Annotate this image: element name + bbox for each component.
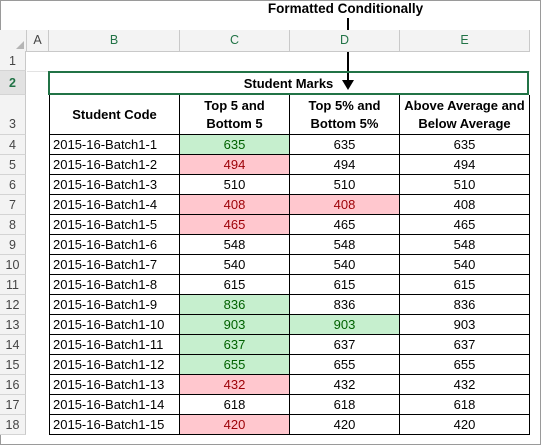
cell-top5-bottom5[interactable]: 494 bbox=[180, 155, 290, 175]
cell-top5-bottom5[interactable]: 432 bbox=[180, 375, 290, 395]
column-header-e[interactable]: E bbox=[400, 30, 530, 51]
cell-top5pct-bottom5pct[interactable]: 635 bbox=[290, 135, 400, 155]
column-header-row: A B C D E bbox=[0, 30, 530, 52]
cell-top5-bottom5[interactable]: 635 bbox=[180, 135, 290, 155]
cell-top5-bottom5[interactable]: 420 bbox=[180, 415, 290, 435]
row-header[interactable]: 5 bbox=[0, 155, 26, 175]
callout-label: Formatted Conditionally bbox=[267, 1, 424, 16]
row-header[interactable]: 9 bbox=[0, 235, 26, 255]
cell-top5pct-bottom5pct[interactable]: 494 bbox=[290, 155, 400, 175]
cell-top5pct-bottom5pct[interactable]: 408 bbox=[290, 195, 400, 215]
cell-top5-bottom5[interactable]: 637 bbox=[180, 335, 290, 355]
cell-top5pct-bottom5pct[interactable]: 637 bbox=[290, 335, 400, 355]
header-top5-bottom5[interactable]: Top 5 and Bottom 5 bbox=[180, 95, 290, 135]
cell-top5pct-bottom5pct[interactable]: 540 bbox=[290, 255, 400, 275]
cell-top5pct-bottom5pct[interactable]: 836 bbox=[290, 295, 400, 315]
empty-row-1[interactable] bbox=[27, 51, 530, 72]
row-header[interactable]: 6 bbox=[0, 175, 26, 195]
row-header[interactable]: 8 bbox=[0, 215, 26, 235]
row-header[interactable]: 17 bbox=[0, 395, 26, 415]
row-header[interactable]: 18 bbox=[0, 415, 26, 435]
header-above-below-average[interactable]: Above Average and Below Average bbox=[400, 95, 530, 135]
cell-top5-bottom5[interactable]: 540 bbox=[180, 255, 290, 275]
cell-top5-bottom5[interactable]: 618 bbox=[180, 395, 290, 415]
column-header-b[interactable]: B bbox=[49, 30, 180, 51]
cell-student-code[interactable]: 2015-16-Batch1-5 bbox=[49, 215, 180, 235]
cell-above-below-average[interactable]: 637 bbox=[400, 335, 530, 355]
cell-top5pct-bottom5pct[interactable]: 420 bbox=[290, 415, 400, 435]
cell-student-code[interactable]: 2015-16-Batch1-1 bbox=[49, 135, 180, 155]
cell-top5-bottom5[interactable]: 510 bbox=[180, 175, 290, 195]
cell-top5-bottom5[interactable]: 836 bbox=[180, 295, 290, 315]
cell-top5pct-bottom5pct[interactable]: 465 bbox=[290, 215, 400, 235]
row-header[interactable]: 4 bbox=[0, 135, 26, 155]
row-header[interactable]: 11 bbox=[0, 275, 26, 295]
cell-top5pct-bottom5pct[interactable]: 432 bbox=[290, 375, 400, 395]
cell-student-code[interactable]: 2015-16-Batch1-9 bbox=[49, 295, 180, 315]
cell-top5-bottom5[interactable]: 465 bbox=[180, 215, 290, 235]
cell-top5-bottom5[interactable]: 548 bbox=[180, 235, 290, 255]
header-student-code[interactable]: Student Code bbox=[49, 95, 180, 135]
cell-student-code[interactable]: 2015-16-Batch1-14 bbox=[49, 395, 180, 415]
cell-student-code[interactable]: 2015-16-Batch1-4 bbox=[49, 195, 180, 215]
cell-above-below-average[interactable]: 903 bbox=[400, 315, 530, 335]
select-all-corner[interactable] bbox=[0, 30, 27, 51]
cell-above-below-average[interactable]: 510 bbox=[400, 175, 530, 195]
cell-student-code[interactable]: 2015-16-Batch1-15 bbox=[49, 415, 180, 435]
row-header[interactable]: 10 bbox=[0, 255, 26, 275]
cell-top5pct-bottom5pct[interactable]: 618 bbox=[290, 395, 400, 415]
cell-above-below-average[interactable]: 615 bbox=[400, 275, 530, 295]
row-header[interactable]: 12 bbox=[0, 295, 26, 315]
callout-arrow-icon bbox=[342, 80, 354, 90]
cell-above-below-average[interactable]: 655 bbox=[400, 355, 530, 375]
cell-above-below-average[interactable]: 618 bbox=[400, 395, 530, 415]
cell-student-code[interactable]: 2015-16-Batch1-10 bbox=[49, 315, 180, 335]
cell-student-code[interactable]: 2015-16-Batch1-8 bbox=[49, 275, 180, 295]
cell-student-code[interactable]: 2015-16-Batch1-3 bbox=[49, 175, 180, 195]
table-title-cell[interactable]: Student Marks bbox=[48, 71, 529, 95]
cell-student-code[interactable]: 2015-16-Batch1-2 bbox=[49, 155, 180, 175]
cell-above-below-average[interactable]: 836 bbox=[400, 295, 530, 315]
row-header[interactable]: 14 bbox=[0, 335, 26, 355]
cell-above-below-average[interactable]: 432 bbox=[400, 375, 530, 395]
cell-above-below-average[interactable]: 540 bbox=[400, 255, 530, 275]
row-header[interactable]: 16 bbox=[0, 375, 26, 395]
cell-student-code[interactable]: 2015-16-Batch1-11 bbox=[49, 335, 180, 355]
cell-above-below-average[interactable]: 465 bbox=[400, 215, 530, 235]
cell-top5pct-bottom5pct[interactable]: 615 bbox=[290, 275, 400, 295]
cell-top5-bottom5[interactable]: 408 bbox=[180, 195, 290, 215]
cell-top5-bottom5[interactable]: 655 bbox=[180, 355, 290, 375]
row-header-3[interactable]: 3 bbox=[0, 95, 26, 135]
row-header-1[interactable]: 1 bbox=[0, 51, 26, 71]
row-header-2[interactable]: 2 bbox=[0, 71, 26, 95]
cell-student-code[interactable]: 2015-16-Batch1-6 bbox=[49, 235, 180, 255]
row-header[interactable]: 7 bbox=[0, 195, 26, 215]
cell-student-code[interactable]: 2015-16-Batch1-12 bbox=[49, 355, 180, 375]
column-header-a[interactable]: A bbox=[27, 30, 49, 51]
header-top5pct-bottom5pct[interactable]: Top 5% and Bottom 5% bbox=[290, 95, 400, 135]
cell-student-code[interactable]: 2015-16-Batch1-13 bbox=[49, 375, 180, 395]
cell-top5pct-bottom5pct[interactable]: 655 bbox=[290, 355, 400, 375]
cell-top5pct-bottom5pct[interactable]: 510 bbox=[290, 175, 400, 195]
cell-top5-bottom5[interactable]: 615 bbox=[180, 275, 290, 295]
cell-above-below-average[interactable]: 548 bbox=[400, 235, 530, 255]
cell-above-below-average[interactable]: 494 bbox=[400, 155, 530, 175]
cell-top5-bottom5[interactable]: 903 bbox=[180, 315, 290, 335]
row-header[interactable]: 13 bbox=[0, 315, 26, 335]
cell-top5pct-bottom5pct[interactable]: 548 bbox=[290, 235, 400, 255]
cell-top5pct-bottom5pct[interactable]: 903 bbox=[290, 315, 400, 335]
cell-above-below-average[interactable]: 635 bbox=[400, 135, 530, 155]
cell-above-below-average[interactable]: 420 bbox=[400, 415, 530, 435]
row-header[interactable]: 15 bbox=[0, 355, 26, 375]
column-header-d[interactable]: D bbox=[290, 30, 400, 51]
column-header-c[interactable]: C bbox=[180, 30, 290, 51]
cell-student-code[interactable]: 2015-16-Batch1-7 bbox=[49, 255, 180, 275]
cell-above-below-average[interactable]: 408 bbox=[400, 195, 530, 215]
